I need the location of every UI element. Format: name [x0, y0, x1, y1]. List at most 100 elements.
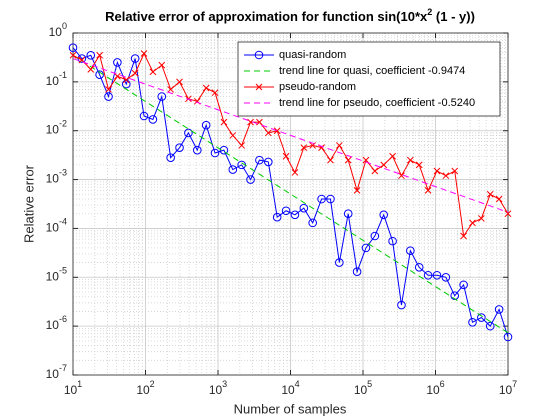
chart-title: Relative error of approximation for func…: [105, 7, 475, 24]
marker: [309, 142, 317, 149]
marker: [291, 169, 299, 176]
marker: [158, 61, 166, 69]
y-tick-label: 10-5: [46, 266, 67, 284]
series-line: [72, 54, 509, 334]
marker: [504, 210, 512, 218]
marker: [433, 167, 441, 175]
legend: quasi-random trend line for quasi, coeffi…: [237, 41, 501, 117]
marker: [114, 72, 121, 80]
marker: [219, 145, 229, 155]
marker: [424, 187, 432, 194]
marker: [131, 69, 139, 77]
marker: [335, 142, 343, 149]
y-tick-label: 100: [49, 21, 67, 39]
marker: [371, 167, 379, 175]
marker: [379, 210, 389, 220]
y-axis-label: Relative error: [21, 164, 36, 243]
marker: [228, 165, 238, 174]
marker: [317, 194, 326, 204]
marker: [290, 210, 300, 220]
marker: [389, 152, 396, 160]
marker: [388, 236, 397, 246]
legend-box: [237, 41, 501, 117]
marker: [202, 84, 210, 92]
y-tick-label: 10-1: [46, 70, 67, 88]
marker: [406, 156, 414, 164]
marker: [362, 156, 370, 164]
title-part: (1 - y)): [432, 9, 475, 24]
marker: [432, 270, 442, 280]
axes-box: [72, 32, 509, 376]
x-tick-label: 103: [209, 379, 227, 397]
marker: [157, 92, 167, 101]
marker: [282, 152, 290, 160]
x-tick-label: 102: [136, 379, 154, 397]
marker: [327, 156, 334, 164]
marker: [469, 219, 476, 227]
legend-label: trend line for quasi, coefficient -0.947…: [279, 65, 465, 77]
legend-label: trend line for pseudo, coefficient -0.52…: [279, 97, 475, 109]
marker: [468, 317, 477, 327]
marker: [335, 258, 344, 267]
marker: [238, 142, 246, 149]
marker: [300, 144, 308, 152]
marker: [264, 157, 273, 167]
marker: [442, 172, 450, 180]
x-axis-label: Number of samples: [234, 401, 347, 416]
marker: [210, 148, 220, 158]
marker: [494, 305, 504, 314]
marker: [344, 156, 352, 164]
marker: [86, 50, 96, 60]
title-part: Relative error of approximation for func…: [105, 9, 428, 24]
marker: [380, 161, 388, 169]
marker: [264, 129, 272, 137]
marker: [220, 118, 228, 126]
marker: [122, 76, 130, 84]
marker: [450, 291, 460, 300]
marker: [326, 194, 335, 204]
marker: [166, 153, 175, 163]
marker: [477, 313, 486, 322]
marker: [246, 175, 255, 184]
marker: [201, 120, 211, 130]
marker: [299, 203, 309, 213]
marker: [308, 218, 317, 228]
marker: [406, 246, 415, 256]
marker: [184, 128, 193, 138]
marker: [397, 300, 406, 310]
marker: [503, 332, 513, 342]
marker: [441, 272, 451, 282]
y-tick-label: 10-7: [46, 363, 67, 381]
marker: [175, 143, 184, 152]
marker: [460, 232, 467, 240]
marker: [495, 195, 503, 203]
marker: [398, 172, 405, 180]
marker: [486, 190, 494, 198]
title-superscript: 2: [427, 7, 432, 17]
x-tick-label: 106: [426, 379, 444, 397]
marker: [254, 50, 264, 60]
marker: [353, 187, 361, 194]
marker: [352, 267, 362, 277]
marker: [87, 66, 95, 73]
series-line: [72, 58, 509, 213]
y-tick-label: 10-6: [46, 315, 67, 333]
marker: [459, 280, 468, 290]
marker: [281, 206, 291, 216]
marker: [68, 43, 78, 53]
marker: [247, 118, 254, 126]
legend-label: quasi-random: [279, 49, 346, 61]
x-tick-label: 101: [64, 379, 82, 397]
marker: [140, 50, 148, 57]
marker: [105, 86, 112, 93]
marker: [485, 321, 495, 331]
marker: [229, 132, 237, 139]
marker: [176, 78, 183, 86]
marker: [273, 127, 281, 135]
marker: [343, 209, 353, 219]
legend-label: pseudo-random: [279, 81, 356, 93]
marker: [361, 243, 371, 253]
marker: [149, 68, 157, 76]
marker: [167, 86, 175, 93]
